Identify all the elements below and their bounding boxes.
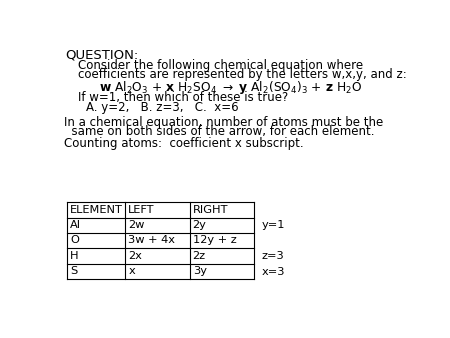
Text: 2w: 2w [128, 220, 145, 230]
Text: RIGHT: RIGHT [193, 204, 228, 215]
Text: Al: Al [70, 220, 81, 230]
Text: 3w + 4x: 3w + 4x [128, 235, 176, 245]
Text: QUESTION:: QUESTION: [66, 48, 139, 61]
Text: z=3: z=3 [261, 251, 284, 261]
Text: In a chemical equation, number of atoms must be the: In a chemical equation, number of atoms … [64, 116, 383, 129]
Text: x=3: x=3 [261, 267, 285, 276]
Text: LEFT: LEFT [128, 204, 155, 215]
Text: If w=1, then which of these is true?: If w=1, then which of these is true? [78, 91, 288, 104]
Text: 3y: 3y [193, 266, 207, 276]
Text: A. y=2,   B. z=3,   C.  x=6: A. y=2, B. z=3, C. x=6 [86, 101, 238, 114]
Text: Counting atoms:  coefficient x subscript.: Counting atoms: coefficient x subscript. [64, 137, 304, 150]
Text: S: S [70, 266, 77, 276]
Text: H: H [70, 251, 79, 261]
Text: x: x [128, 266, 135, 276]
Text: 2x: 2x [128, 251, 142, 261]
Text: 12y + z: 12y + z [193, 235, 236, 245]
Text: 2y: 2y [193, 220, 207, 230]
Text: ELEMENT: ELEMENT [70, 204, 123, 215]
Text: 2z: 2z [193, 251, 206, 261]
Text: Consider the following chemical equation where: Consider the following chemical equation… [78, 59, 363, 72]
Text: y=1: y=1 [261, 220, 285, 231]
Text: $\mathbf{w}$ Al$_2$O$_3$ + $\mathbf{x}$ H$_2$SO$_4$ $\rightarrow$ $\mathbf{y}$ A: $\mathbf{w}$ Al$_2$O$_3$ + $\mathbf{x}$ … [99, 79, 362, 96]
Text: coefficients are represented by the letters w,x,y, and z:: coefficients are represented by the lett… [78, 68, 407, 81]
Text: same on both sides of the arrow, for each element.: same on both sides of the arrow, for eac… [64, 125, 374, 138]
Text: O: O [70, 235, 79, 245]
